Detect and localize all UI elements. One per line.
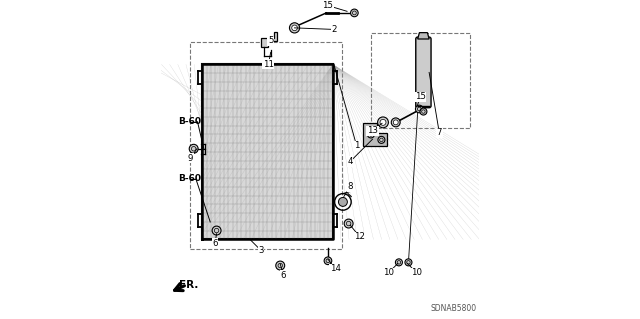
Text: B-60: B-60 [179,117,202,126]
Circle shape [391,118,400,127]
Text: 15: 15 [415,93,426,101]
Text: 6: 6 [212,239,218,248]
Polygon shape [418,33,429,39]
Circle shape [339,197,348,206]
Polygon shape [363,123,387,145]
Text: 5: 5 [268,36,273,45]
Circle shape [324,257,332,264]
Circle shape [289,23,300,33]
Circle shape [367,131,374,138]
Text: 13: 13 [367,126,378,135]
Circle shape [351,9,358,17]
Circle shape [415,105,423,113]
Text: 10: 10 [411,268,422,277]
Circle shape [378,117,388,128]
Text: 12: 12 [355,233,365,241]
Text: 10: 10 [383,268,394,277]
Text: 8: 8 [348,182,353,191]
Text: 3: 3 [259,246,264,255]
Text: 11: 11 [263,60,274,69]
Text: 9: 9 [188,154,193,163]
Text: 15: 15 [323,1,333,10]
Circle shape [396,259,403,266]
Text: SDNAB5800: SDNAB5800 [431,304,477,313]
Text: 1: 1 [354,141,359,150]
Text: 7: 7 [436,128,442,137]
Circle shape [212,226,221,235]
Text: 4: 4 [348,157,353,166]
Text: 6: 6 [281,271,286,279]
Circle shape [380,119,386,125]
FancyBboxPatch shape [202,64,333,240]
Circle shape [378,136,385,143]
Circle shape [344,219,353,228]
Text: 14: 14 [330,264,340,273]
Polygon shape [261,32,277,47]
Circle shape [276,261,285,270]
Text: B-60: B-60 [179,174,202,183]
Circle shape [405,259,412,266]
FancyBboxPatch shape [416,37,431,108]
Circle shape [420,108,427,115]
Circle shape [189,144,198,153]
Circle shape [292,25,298,31]
Text: 2: 2 [332,25,337,34]
Text: FR.: FR. [179,280,199,290]
Circle shape [393,120,398,125]
